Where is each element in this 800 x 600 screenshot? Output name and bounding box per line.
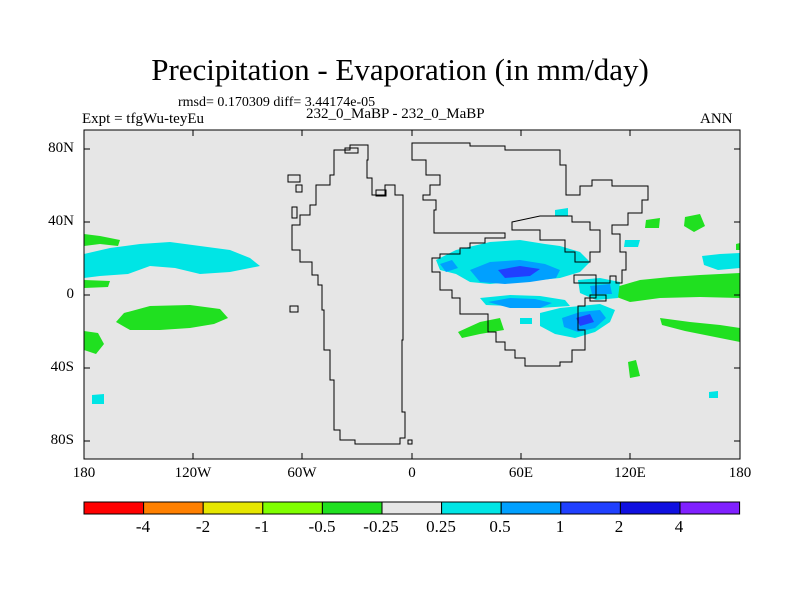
colorbar-swatch [262, 501, 323, 515]
blue-anomalies [498, 266, 594, 326]
colorbar-swatch [321, 501, 383, 515]
colorbar-label: -4 [135, 517, 151, 536]
season-label: ANN [700, 111, 733, 127]
x-tick-label: 120W [174, 465, 212, 481]
colorbar-label: 0.5 [489, 517, 511, 536]
chart-title: Precipitation - Evaporation (in mm/day) [151, 52, 649, 87]
case-label: 232_0_MaBP - 232_0_MaBP [306, 106, 485, 122]
colorbar-label: 2 [614, 517, 624, 536]
x-tick-label: 0 [408, 465, 416, 481]
experiment-label: Expt = tfgWu-teyEu [82, 111, 204, 127]
y-tick-label: 80S [50, 432, 74, 448]
colorbar-swatch [679, 501, 741, 515]
colorbar-swatch [619, 501, 681, 515]
colorbar-swatch [143, 501, 204, 515]
y-tick-label: 40S [50, 359, 74, 375]
colorbar-label: -0.5 [308, 517, 336, 536]
x-axis-ticks [83, 130, 741, 459]
y-tick-label: 40N [48, 213, 74, 229]
continent-outlines [287, 142, 649, 445]
y-axis-ticks [84, 148, 740, 442]
y-tick-label: 0 [66, 286, 75, 302]
colorbar-swatch [381, 501, 443, 515]
colorbar-swatch [500, 501, 562, 515]
colorbar-swatch [202, 501, 264, 515]
colorbar-swatch [441, 501, 502, 515]
x-tick-label: 120E [614, 465, 646, 481]
green-anomalies [84, 214, 740, 378]
colorbar-label: 1 [555, 517, 565, 536]
colorbar-label: 4 [674, 517, 684, 536]
colorbar-swatch [560, 501, 621, 515]
colorbar-label: 0.25 [426, 517, 456, 536]
x-tick-label: 60E [508, 465, 534, 481]
x-tick-label: 180 [728, 465, 752, 481]
y-tick-label: 80N [48, 140, 74, 156]
colorbar-label: -2 [195, 517, 211, 536]
colorbar-label: -1 [254, 517, 270, 536]
x-tick-label: 180 [72, 465, 96, 481]
x-tick-label: 60W [287, 465, 317, 481]
colorbar [83, 501, 741, 515]
stats-label: rmsd= 0.170309 diff= 3.44174e-05 [178, 95, 376, 110]
colorbar-label: -0.25 [363, 517, 399, 536]
colorbar-swatch [83, 501, 145, 515]
